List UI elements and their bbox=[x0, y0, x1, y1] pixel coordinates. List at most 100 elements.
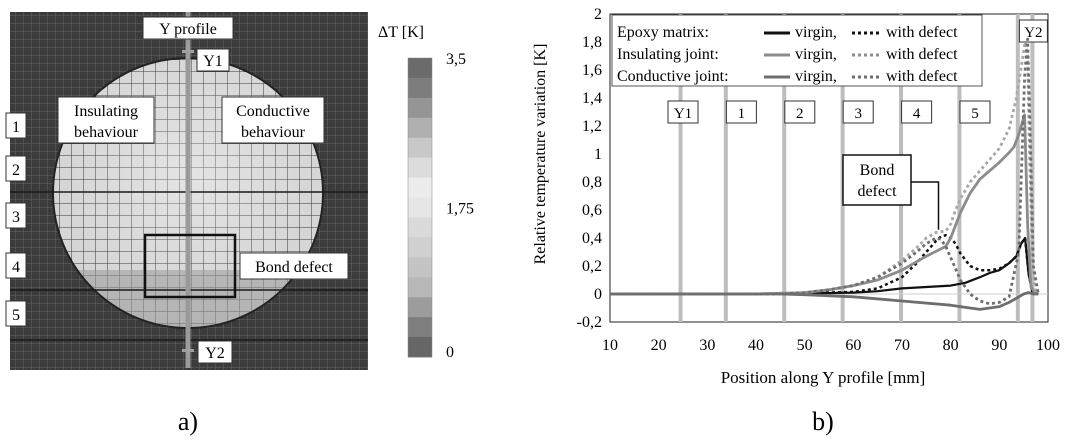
legend-virgin-label: virgin, bbox=[795, 46, 837, 63]
x-tick-label: 20 bbox=[651, 337, 667, 354]
y-profile-label: Y profile bbox=[159, 21, 217, 38]
colorbar-segment bbox=[408, 217, 432, 238]
colorbar-segment bbox=[408, 237, 432, 258]
x-tick-label: 10 bbox=[602, 337, 618, 354]
y-tick-label: 2 bbox=[594, 6, 602, 23]
bond-defect-annotation: Bond defect bbox=[842, 154, 940, 230]
chart-zone-label: 4 bbox=[913, 106, 921, 122]
zone-label-1: 1 bbox=[12, 119, 20, 136]
conductive-label-line2: behaviour bbox=[241, 124, 306, 141]
y-tick-label: 1,2 bbox=[582, 118, 602, 135]
panel-a-thermal-map: Y profile Y1 Y2 Insulating behaviour Con… bbox=[5, 12, 474, 436]
chart-zone-label: Y1 bbox=[674, 106, 692, 122]
legend-defect-label: with defect bbox=[886, 24, 958, 41]
annotation-box bbox=[842, 154, 912, 206]
series-line-1 bbox=[610, 233, 1039, 296]
chart-zone-box bbox=[959, 100, 991, 124]
legend-virgin-label: virgin, bbox=[795, 68, 837, 85]
chart-zone-label: Y2 bbox=[1024, 25, 1042, 41]
colorbar-segment bbox=[408, 117, 432, 139]
legend: Epoxy matrix: virgin, with defect Insulatin… bbox=[611, 14, 983, 87]
y2-marker bbox=[182, 344, 194, 357]
plot-frame bbox=[609, 13, 1049, 323]
x-tick-label: 80 bbox=[943, 337, 959, 354]
y-tick-label: 0 bbox=[594, 286, 602, 303]
legend-label: Insulating joint: bbox=[617, 46, 719, 63]
colorbar-segment bbox=[408, 257, 432, 278]
series-line-4 bbox=[610, 291, 1039, 311]
annotation-leader bbox=[906, 181, 940, 230]
colorbar-tick-label: 0 bbox=[446, 344, 454, 361]
x-tick-label: 50 bbox=[797, 337, 813, 354]
y-tick-label: 1 bbox=[594, 146, 602, 163]
x-tick-label: 70 bbox=[894, 337, 910, 354]
zone-box-5 bbox=[5, 300, 27, 327]
colorbar-tick-label: 1,75 bbox=[446, 201, 474, 218]
colorbar-segment bbox=[408, 317, 432, 338]
y2-label: Y2 bbox=[205, 345, 225, 362]
series-lines bbox=[610, 37, 1040, 311]
chart-zone-label: 3 bbox=[854, 106, 862, 122]
y1-label: Y1 bbox=[203, 53, 223, 70]
series-line-2 bbox=[610, 113, 1037, 296]
zone-label-3: 3 bbox=[12, 209, 20, 226]
colorbar-segment bbox=[408, 277, 432, 298]
annotation-text-line1: Bond bbox=[860, 162, 895, 179]
legend-label: Epoxy matrix: bbox=[617, 24, 709, 41]
zone-label-5: 5 bbox=[12, 307, 20, 324]
colorbar-segment bbox=[408, 97, 432, 119]
y-tick-label: 0,2 bbox=[582, 258, 602, 275]
x-tick-label: 30 bbox=[699, 337, 715, 354]
insulating-label-line2: behaviour bbox=[74, 124, 139, 141]
colorbar-tick-label: 3,5 bbox=[446, 51, 466, 68]
insulating-label-line1: Insulating bbox=[74, 103, 138, 120]
y-tick-label: 0,4 bbox=[582, 230, 602, 247]
y-tick-labels: -0,2 0 0,2 0,4 0,6 0,8 1 1,2 1,4 1,6 1,8 2 bbox=[577, 6, 602, 331]
colorbar-frame bbox=[407, 57, 433, 358]
x-tick-labels: 10 20 30 40 50 60 70 80 90 100 bbox=[602, 337, 1060, 354]
y-tick-label: 0,6 bbox=[582, 202, 602, 219]
legend-virgin-label: virgin, bbox=[795, 24, 837, 41]
chart-zone-label: 1 bbox=[738, 106, 746, 122]
colorbar: 3,5 1,75 0 bbox=[407, 51, 474, 361]
colorbar-segment bbox=[408, 77, 432, 99]
chart-zone-box bbox=[725, 100, 757, 124]
zone-box-2 bbox=[5, 155, 27, 182]
colorbar-segment bbox=[408, 177, 432, 199]
chart-zone-box bbox=[901, 100, 933, 124]
zone-labels: 1 2 3 4 5 bbox=[5, 112, 27, 327]
legend-defect-label: with defect bbox=[886, 68, 958, 85]
colorbar-segment bbox=[408, 297, 432, 318]
panel-b-chart: Y1 1 2 3 4 5 Y2 10 20 30 40 50 60 70 80 90 100 -0,2 0 0,2… bbox=[532, 6, 1060, 436]
colorbar-segment bbox=[408, 197, 432, 218]
bond-defect-label: Bond defect bbox=[255, 259, 333, 276]
chart-zone-box bbox=[667, 100, 699, 124]
y-tick-label: 1,4 bbox=[582, 90, 602, 107]
chart-zone-label: 2 bbox=[796, 106, 804, 122]
panel-b-caption: b) bbox=[812, 407, 834, 436]
zone-label-4: 4 bbox=[12, 259, 20, 276]
y-tick-label: 0,8 bbox=[582, 174, 602, 191]
colorbar-title: ΔT [K] bbox=[378, 24, 424, 41]
conductive-label-line1: Conductive bbox=[236, 103, 310, 120]
x-tick-label: 60 bbox=[845, 337, 861, 354]
y-axis-label: Relative temperature variation [K] bbox=[532, 44, 549, 265]
colorbar-segment bbox=[408, 337, 432, 358]
colorbar-segment bbox=[408, 157, 432, 179]
x-tick-label: 40 bbox=[748, 337, 764, 354]
chart-zone-label: 5 bbox=[971, 106, 979, 122]
chart-zone-box bbox=[784, 100, 816, 124]
zone-box-1 bbox=[5, 112, 27, 139]
annotation-text-line2: defect bbox=[857, 183, 897, 200]
chart-zone-box bbox=[1018, 19, 1048, 43]
colorbar-segment bbox=[408, 58, 432, 79]
zone-label-2: 2 bbox=[12, 162, 20, 179]
y1-marker bbox=[182, 45, 194, 58]
legend-label: Conductive joint: bbox=[617, 68, 729, 85]
panel-a-caption: a) bbox=[178, 407, 198, 436]
series-line-0 bbox=[610, 236, 1039, 296]
series-line-5 bbox=[610, 37, 1040, 306]
x-axis-label: Position along Y profile [mm] bbox=[721, 368, 926, 387]
x-tick-label: 90 bbox=[991, 337, 1007, 354]
